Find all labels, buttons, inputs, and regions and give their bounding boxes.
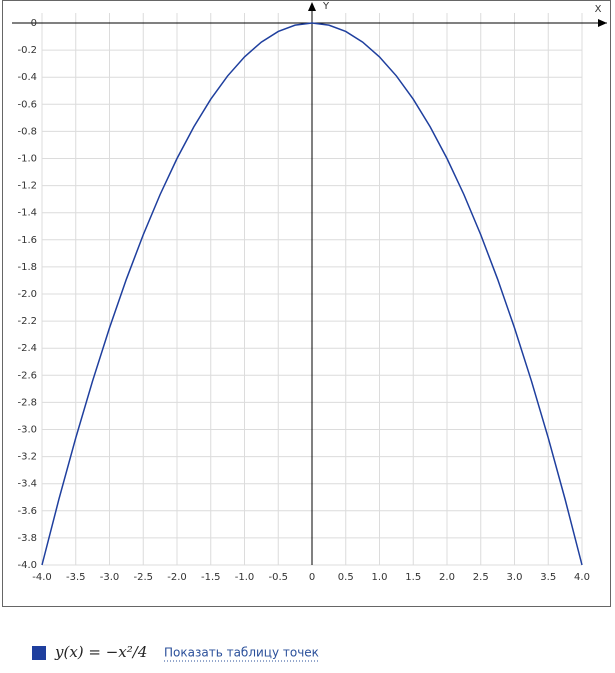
y-tick-label: -2.0: [17, 289, 37, 300]
x-tick-label: -2.5: [133, 572, 153, 583]
legend-swatch: [32, 646, 46, 660]
y-tick-label: -3.0: [17, 425, 37, 436]
show-table-link[interactable]: Показать таблицу точек: [164, 646, 319, 660]
x-tick-label: 0.5: [338, 572, 354, 583]
x-tick-label: 4.0: [574, 572, 590, 583]
x-tick-label: -3.0: [100, 572, 120, 583]
x-tick-label: 3.5: [540, 572, 556, 583]
y-tick-label: -3.6: [17, 506, 37, 517]
y-tick-label: -3.8: [17, 533, 37, 544]
y-axis-arrow: [308, 2, 316, 11]
y-tick-label: -2.4: [17, 343, 37, 354]
y-tick-label: -4.0: [17, 560, 37, 571]
x-tick-label: -2.0: [167, 572, 187, 583]
y-tick-label: -1.8: [17, 262, 37, 273]
y-tick-label: -1.0: [17, 154, 37, 165]
y-tick-label: -1.6: [17, 235, 37, 246]
x-tick-label: 0: [309, 572, 315, 583]
chart-frame: [2, 0, 611, 607]
y-tick-label: -0.4: [17, 72, 37, 83]
y-tick-label: 0: [31, 18, 37, 29]
y-tick-label: -3.4: [17, 479, 37, 490]
y-tick-label: -1.4: [17, 208, 37, 219]
legend-label: y(x) = −x²/4: [54, 643, 147, 661]
x-tick-label: 2.5: [473, 572, 489, 583]
x-tick-label: -4.0: [32, 572, 52, 583]
y-tick-label: -2.6: [17, 370, 37, 381]
y-tick-label: -1.2: [17, 181, 37, 192]
y-tick-label: -0.6: [17, 99, 37, 110]
x-tick-label: -1.0: [235, 572, 255, 583]
x-tick-label: -0.5: [268, 572, 288, 583]
x-tick-label: 3.0: [507, 572, 523, 583]
y-tick-label: -2.8: [17, 397, 37, 408]
x-tick-label: -3.5: [66, 572, 86, 583]
line-series: [41, 22, 583, 566]
y-tick-label: -2.2: [17, 316, 37, 327]
y-tick-label: -3.2: [17, 452, 37, 463]
x-tick-label: 1.5: [405, 572, 421, 583]
y-tick-label: -0.8: [17, 126, 37, 137]
x-axis-arrow: [598, 19, 607, 27]
x-axis-label: X: [595, 4, 602, 15]
x-tick-label: 2.0: [439, 572, 455, 583]
y-tick-label: -0.2: [17, 45, 37, 56]
x-tick-label: 1.0: [372, 572, 388, 583]
y-axis-label: Y: [322, 1, 330, 12]
x-tick-label: -1.5: [201, 572, 221, 583]
